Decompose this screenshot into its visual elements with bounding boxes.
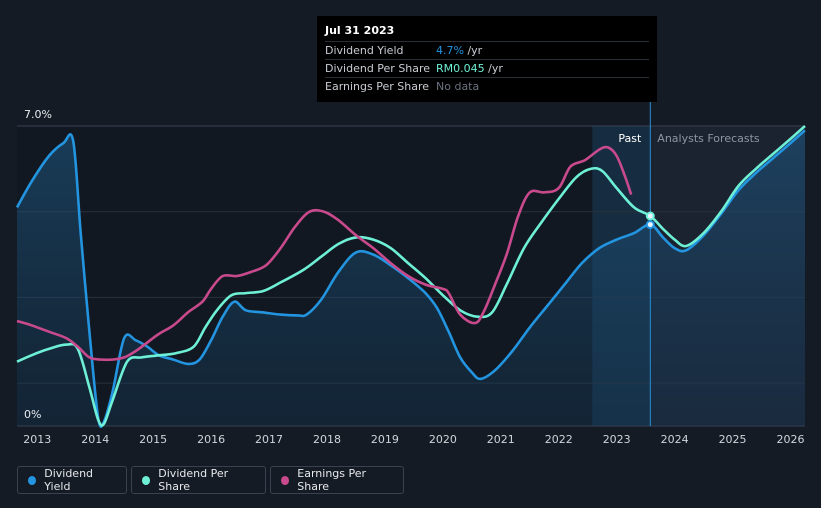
dividend-per-share-line: [16, 125, 806, 427]
forecast-label: Analysts Forecasts: [657, 132, 760, 145]
tooltip-value: RM0.045: [436, 62, 485, 75]
dividend-per-share-marker: [645, 211, 655, 221]
legend-label: Earnings Per Share: [297, 467, 367, 493]
legend-earnings-per-share[interactable]: Earnings Per Share: [270, 466, 404, 494]
x-tick-label: 2020: [429, 433, 457, 446]
y-tick-label: 7.0%: [24, 108, 52, 121]
x-tick-label: 2022: [545, 433, 573, 446]
x-tick-label: 2019: [371, 433, 399, 446]
x-tick-label: 2017: [255, 433, 283, 446]
x-axis: 2013 2014 2015 2016 2017 2018 2019 2020 2021 2022…: [23, 433, 804, 446]
dividend-yield-line: [15, 129, 806, 429]
legend-dividend-yield[interactable]: Dividend Yield: [17, 466, 127, 494]
legend-label: Dividend Per Share: [158, 467, 229, 493]
tooltip-date: Jul 31 2023: [325, 24, 395, 37]
x-tick-label: 2021: [487, 433, 515, 446]
x-tick-label: 2015: [139, 433, 167, 446]
hover-markers: [645, 211, 655, 230]
x-tick-label: 2018: [313, 433, 341, 446]
tooltip: Jul 31 2023 Dividend Yield 4.7% /yr Divi…: [317, 16, 657, 102]
tooltip-unit: /yr: [484, 62, 503, 75]
earnings-per-share-line: [16, 145, 633, 362]
tooltip-row: Dividend Per Share RM0.045 /yr: [325, 59, 649, 77]
tooltip-value: No data: [436, 80, 480, 93]
tooltip-label: Dividend Per Share: [325, 62, 431, 75]
tooltip-label: Dividend Yield: [325, 44, 404, 57]
y-tick-label: 0%: [24, 408, 41, 421]
dividend-yield-dot-icon: [28, 475, 37, 485]
x-tick-label: 2014: [81, 433, 109, 446]
legend-dividend-per-share[interactable]: Dividend Per Share: [131, 466, 266, 494]
x-tick-label: 2016: [197, 433, 225, 446]
tooltip-unit: /yr: [463, 44, 483, 57]
x-tick-label: 2026: [777, 433, 805, 446]
x-tick-label: 2025: [719, 433, 747, 446]
earnings-per-share-dot-icon: [281, 475, 290, 485]
tooltip-label: Earnings Per Share: [325, 80, 430, 93]
tooltip-value: 4.7%: [436, 44, 464, 57]
x-tick-label: 2023: [603, 433, 631, 446]
tooltip-row: Earnings Per Share No data: [325, 77, 649, 95]
legend-label: Dividend Yield: [44, 467, 94, 493]
x-tick-label: 2013: [23, 433, 51, 446]
dividend-per-share-dot-icon: [142, 475, 151, 485]
x-tick-label: 2024: [661, 433, 689, 446]
past-label: Past: [618, 132, 642, 145]
tooltip-row: Dividend Yield 4.7% /yr: [325, 41, 649, 59]
dividend-yield-area: [17, 130, 805, 427]
dividend-yield-marker: [645, 220, 655, 230]
